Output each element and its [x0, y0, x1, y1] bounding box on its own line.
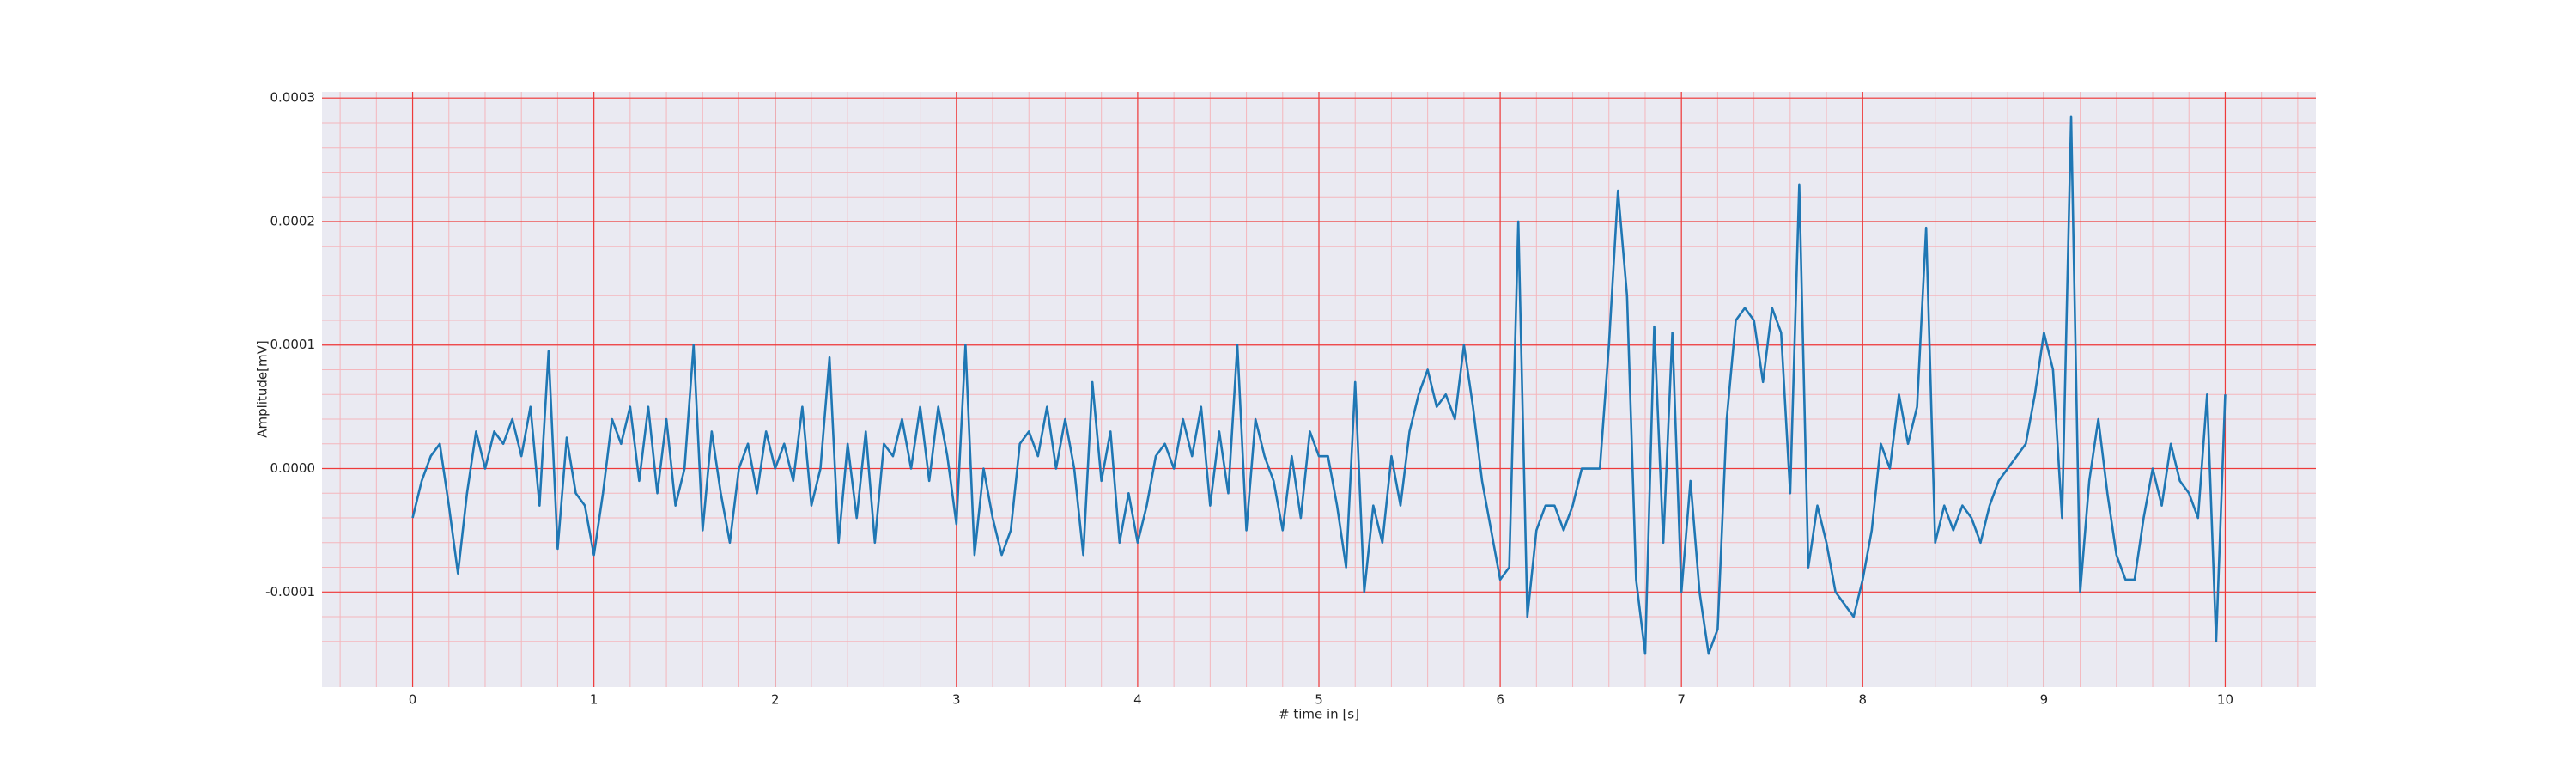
x-tick-label: 10 [2217, 692, 2233, 708]
x-tick-label: 3 [952, 692, 961, 708]
x-tick-label: 1 [590, 692, 598, 708]
x-tick-label: 7 [1677, 692, 1686, 708]
y-tick-label: 0.0000 [270, 460, 316, 476]
y-tick-label: 0.0003 [270, 90, 316, 106]
x-tick-label: 0 [409, 692, 417, 708]
x-tick-label: 4 [1133, 692, 1142, 708]
x-tick-label: 6 [1496, 692, 1504, 708]
x-tick-label: 2 [771, 692, 780, 708]
x-tick-label: 9 [2040, 692, 2049, 708]
y-axis-label: Amplitude[mV] [255, 340, 270, 437]
x-tick-label: 8 [1858, 692, 1867, 708]
signal-line [411, 115, 2227, 655]
x-axis-label: # time in [s] [1279, 707, 1359, 722]
y-tick-label: 0.0002 [270, 213, 316, 228]
x-tick-label: 5 [1315, 692, 1323, 708]
y-tick-label: 0.0001 [270, 337, 316, 352]
y-tick-label: -0.0001 [265, 584, 315, 600]
